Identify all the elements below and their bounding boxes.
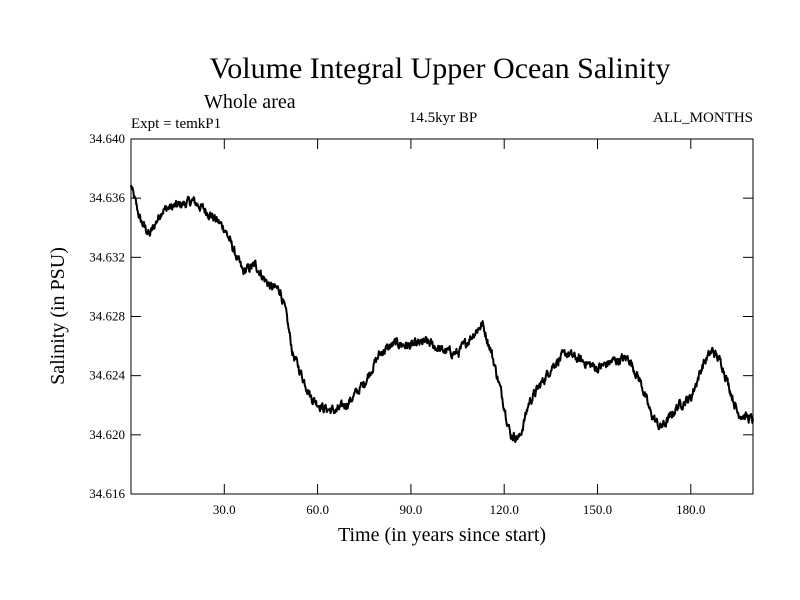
- y-tick-label: 34.624: [89, 368, 125, 383]
- x-axis-label: Time (in years since start): [338, 524, 546, 546]
- x-tick-label: 120.0: [490, 502, 519, 517]
- salinity-series-line: [130, 184, 754, 443]
- x-tick-label: 180.0: [676, 502, 705, 517]
- y-tick-label: 34.640: [89, 131, 125, 146]
- months-label: ALL_MONTHS: [653, 110, 753, 126]
- x-tick-label: 90.0: [400, 502, 423, 517]
- expt-label: Expt = temkP1: [131, 116, 221, 132]
- y-tick-label: 34.632: [89, 249, 125, 264]
- y-tick-label: 34.636: [89, 190, 125, 205]
- x-axis: 30.0 60.0 90.0 120.0 150.0 180.0: [213, 139, 705, 517]
- x-tick-label: 60.0: [306, 502, 329, 517]
- y-axis: 34.616 34.620 34.624 34.628 34.632 34.636 34.6…: [89, 131, 753, 501]
- y-axis-label: Salinity (in PSU): [47, 247, 69, 385]
- plot-frame: [130, 138, 754, 495]
- y-tick-label: 34.620: [89, 427, 125, 442]
- y-tick-label: 34.616: [89, 486, 125, 501]
- chart-subtitle: Whole area: [204, 91, 296, 113]
- x-tick-label: 150.0: [583, 502, 612, 517]
- chart-title: Volume Integral Upper Ocean Salinity: [210, 52, 671, 85]
- y-tick-label: 34.628: [89, 309, 125, 324]
- period-label: 14.5kyr BP: [409, 110, 477, 126]
- x-tick-label: 30.0: [213, 502, 236, 517]
